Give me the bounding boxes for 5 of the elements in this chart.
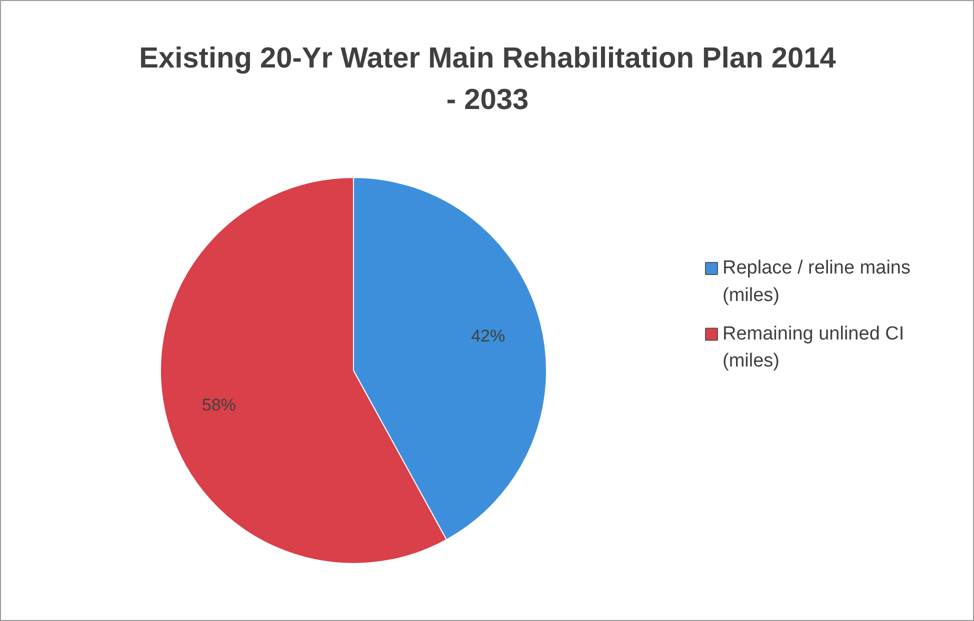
data-label: 42% xyxy=(471,326,506,346)
data-label: 58% xyxy=(202,396,236,415)
chart-title: Existing 20-Yr Water Main Rehabilitation Plan 2014 - 2033 xyxy=(139,42,836,116)
legend-label: Remaining unlined CI (miles) xyxy=(722,323,904,372)
legend-label: Replace / reline mains (miles) xyxy=(722,258,910,306)
